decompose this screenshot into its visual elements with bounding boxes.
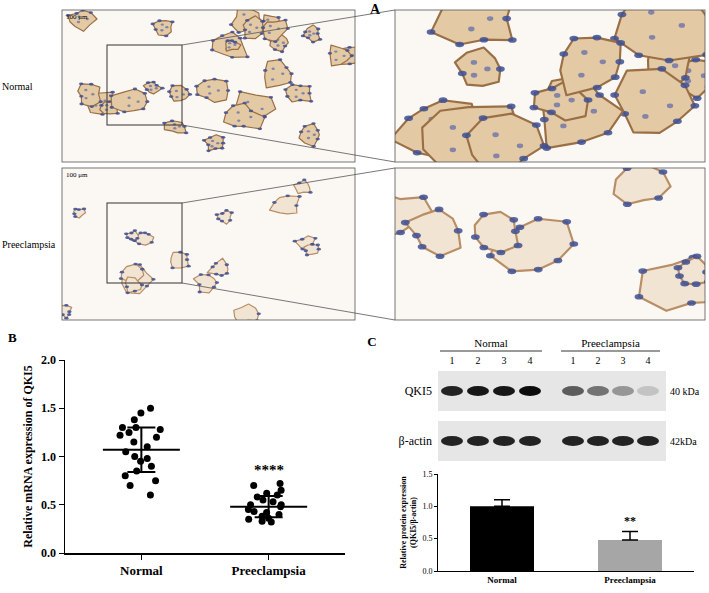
svg-text:1: 1 [450,355,455,366]
svg-text:3: 3 [502,355,507,366]
svg-text:2: 2 [596,355,601,366]
svg-text:Relative protein expression(QK: Relative protein expression(QKI5/β-actin… [399,476,418,569]
svg-text:4: 4 [646,355,651,366]
svg-text:0.5: 0.5 [41,498,56,512]
svg-text:A: A [370,2,381,17]
svg-text:1.0: 1.0 [41,450,56,464]
svg-text:4: 4 [528,355,533,366]
svg-text:100 μm: 100 μm [66,13,88,21]
svg-text:42kDa: 42kDa [670,436,697,447]
svg-text:3: 3 [621,355,626,366]
svg-text:QKI5: QKI5 [405,384,432,398]
svg-text:2: 2 [476,355,481,366]
svg-text:40 kDa: 40 kDa [670,386,700,397]
svg-text:B: B [8,330,17,345]
svg-text:Preeclampsia: Preeclampsia [604,575,656,585]
svg-text:0.5: 0.5 [422,534,432,543]
svg-text:Preeclampsia: Preeclampsia [581,337,640,349]
svg-text:**: ** [624,514,636,528]
svg-text:Preeclampsia: Preeclampsia [2,239,56,250]
svg-text:2.0: 2.0 [41,353,56,367]
svg-text:C: C [367,334,376,349]
svg-text:0.0: 0.0 [41,546,56,560]
svg-text:β-actin: β-actin [399,434,432,448]
svg-text:1.5: 1.5 [41,401,56,415]
svg-text:1: 1 [571,355,576,366]
svg-text:1.0: 1.0 [422,502,432,511]
svg-text:1.5: 1.5 [422,470,432,479]
svg-text:****: **** [254,462,284,478]
svg-text:0.0: 0.0 [422,567,432,576]
svg-text:Normal: Normal [474,337,508,349]
svg-text:Normal: Normal [487,575,517,585]
svg-text:Normal: Normal [120,563,163,578]
svg-text:Preeclampsia: Preeclampsia [232,563,307,578]
svg-text:Relative mRNA expression of QK: Relative mRNA expression of QKI5 [21,365,35,547]
svg-text:Normal: Normal [2,81,33,92]
svg-text:100 μm: 100 μm [66,171,88,179]
